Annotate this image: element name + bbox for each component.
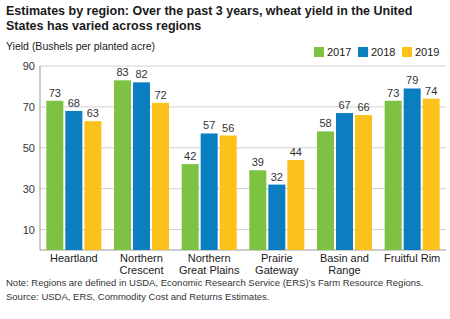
data-label: 57 <box>203 119 215 131</box>
data-label: 32 <box>271 171 283 183</box>
y-tick-label: 30 <box>23 183 35 195</box>
x-tick-label: PrairieGateway <box>255 252 299 276</box>
data-label: 74 <box>425 85 437 97</box>
bar <box>317 131 334 250</box>
legend: 2017 2018 2019 <box>314 46 439 58</box>
data-label: 56 <box>222 122 234 134</box>
data-label: 83 <box>116 66 128 78</box>
grid-line <box>40 66 446 67</box>
data-label: 73 <box>387 87 399 99</box>
legend-swatch <box>402 47 412 57</box>
bar <box>152 103 169 250</box>
data-label: 63 <box>87 107 99 119</box>
bar <box>268 185 285 250</box>
x-tick-label: Basin andRange <box>320 252 369 276</box>
y-tick-label: 70 <box>23 101 35 113</box>
bar <box>114 80 131 250</box>
bars <box>46 80 439 250</box>
legend-label: 2017 <box>327 46 351 58</box>
bar <box>423 99 440 250</box>
bar <box>249 170 266 250</box>
y-tick-label: 90 <box>23 60 35 72</box>
bar <box>220 136 237 250</box>
data-label: 39 <box>252 156 264 168</box>
x-tick-label: Heartland <box>50 252 98 264</box>
x-tick-label: NorthernGreat Plains <box>179 252 240 276</box>
legend-label: 2019 <box>415 46 439 58</box>
data-label: 68 <box>68 97 80 109</box>
x-tick-label: NorthernCrescent <box>119 252 163 276</box>
y-axis-line <box>40 66 41 250</box>
data-label: 82 <box>135 68 147 80</box>
data-label: 66 <box>357 101 369 113</box>
legend-label: 2018 <box>371 46 395 58</box>
data-label: 72 <box>154 89 166 101</box>
x-tick-label: Fruitful Rim <box>384 252 440 264</box>
y-tick-label: 10 <box>23 224 35 236</box>
bar <box>404 88 421 250</box>
source: Source: USDA, ERS, Commodity Cost and Re… <box>6 291 269 302</box>
data-label: 42 <box>184 150 196 162</box>
data-label: 79 <box>406 74 418 86</box>
y-tick-label: 50 <box>23 142 35 154</box>
bar <box>182 164 199 250</box>
data-label: 73 <box>49 87 61 99</box>
bar <box>133 82 150 250</box>
bar <box>336 113 353 250</box>
y-axis-label: Yield (Bushels per planted acre) <box>6 40 155 52</box>
title: Estimates by region: Over the past 3 yea… <box>6 4 412 33</box>
legend-swatch <box>358 47 368 57</box>
bar <box>46 101 63 250</box>
legend-swatch <box>314 47 324 57</box>
note: Note: Regions are defined in USDA, Econo… <box>6 277 423 288</box>
data-label: 44 <box>290 146 302 158</box>
bar <box>287 160 304 250</box>
bar <box>65 111 82 250</box>
bar <box>201 133 218 250</box>
bar <box>385 101 402 250</box>
data-labels: 73 68 63 83 82 72 42 57 56 39 32 44 58 67 66 73 79 74 <box>49 66 438 182</box>
data-label: 58 <box>319 117 331 129</box>
bar <box>84 121 101 250</box>
data-label: 67 <box>338 99 350 111</box>
bar <box>355 115 372 250</box>
